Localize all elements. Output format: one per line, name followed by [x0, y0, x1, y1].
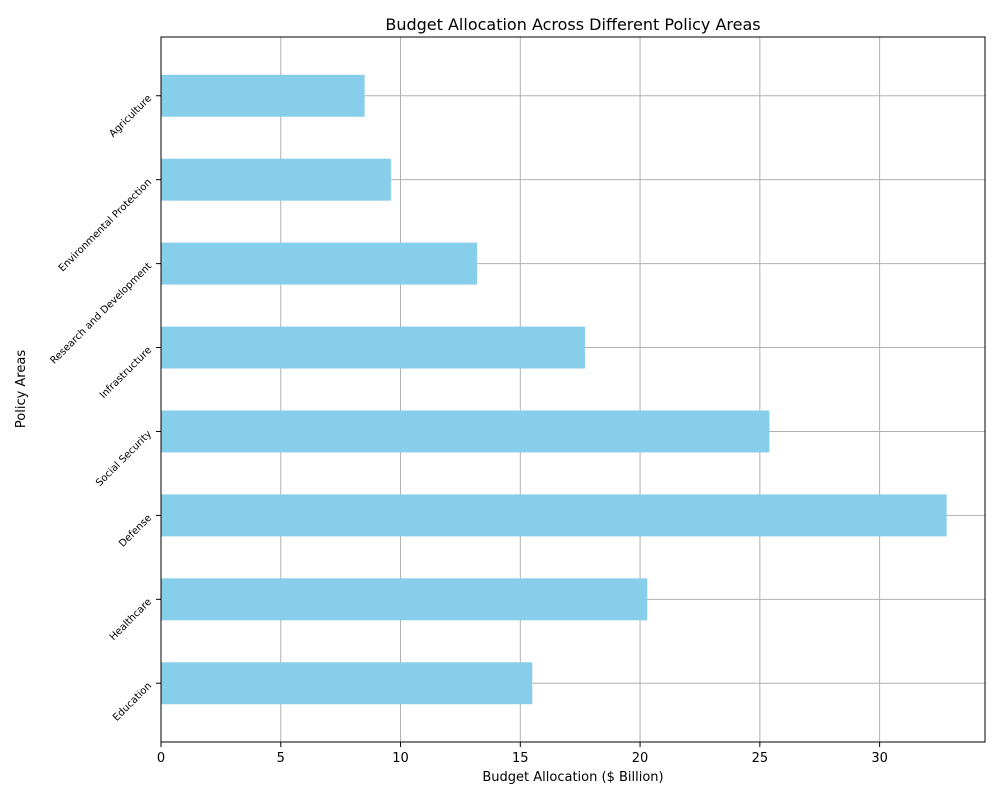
bar-social-security	[161, 410, 770, 453]
x-tick-label: 20	[632, 751, 649, 766]
bar-infrastructure	[161, 326, 585, 369]
y-tick-label: Social Security	[94, 429, 154, 489]
chart-title: Budget Allocation Across Different Polic…	[385, 15, 760, 34]
bar-environmental-protection	[161, 158, 391, 201]
y-tick-label: Research and Development	[49, 261, 155, 367]
y-tick-label: Education	[111, 681, 154, 724]
y-axis-label: Policy Areas	[14, 350, 29, 428]
x-axis: 0 5 10 15 20 25 30	[157, 742, 888, 766]
bar-defense	[161, 494, 947, 537]
bars	[161, 74, 947, 705]
x-tick-label: 10	[392, 751, 409, 766]
x-tick-label: 5	[277, 751, 285, 766]
x-tick-label: 0	[157, 751, 165, 766]
x-axis-label: Budget Allocation ($ Billion)	[482, 770, 663, 785]
y-tick-label: Defense	[117, 513, 154, 550]
y-tick-label: Agriculture	[107, 93, 154, 140]
y-tick-label: Infrastructure	[98, 345, 154, 401]
bar-agriculture	[161, 74, 365, 117]
x-tick-label: 30	[871, 751, 888, 766]
y-tick-label: Environmental Protection	[57, 177, 154, 274]
bar-healthcare	[161, 578, 648, 621]
grid-lines	[160, 37, 985, 742]
y-axis: Education Healthcare Defense Social Securit…	[49, 93, 161, 724]
bar-education	[161, 662, 533, 705]
bar-research-and-development	[161, 242, 478, 285]
y-tick-label: Healthcare	[108, 597, 154, 643]
x-tick-label: 25	[752, 751, 769, 766]
plot-frame	[160, 36, 986, 743]
x-tick-label: 15	[512, 751, 529, 766]
